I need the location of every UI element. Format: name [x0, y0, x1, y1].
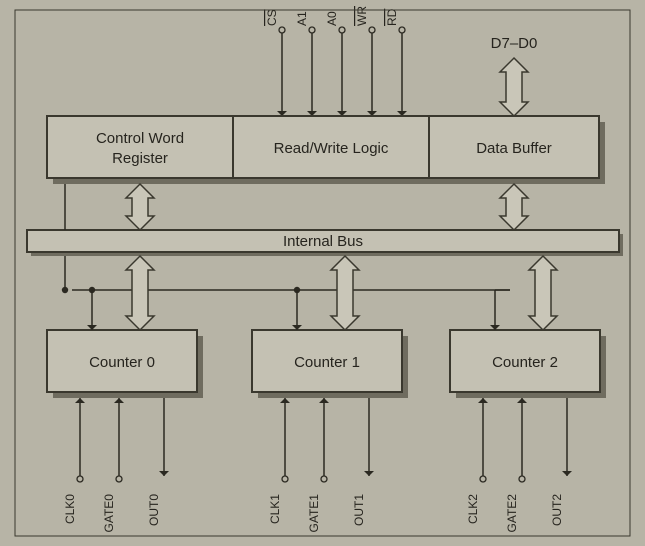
ctrl-bus-arrow	[126, 184, 154, 230]
c2-label: Counter 2	[492, 354, 558, 371]
pin-label-A1: A1	[295, 11, 309, 26]
d7d0-arrow	[500, 58, 528, 116]
c2-pinlab-1: GATE2	[505, 494, 519, 533]
c1-label: Counter 1	[294, 354, 360, 371]
ctrl-label2: Register	[112, 150, 168, 167]
pin-label-A0: A0	[325, 11, 339, 26]
pin-label-CS: CS	[265, 9, 279, 26]
ctrl-label1: Control Word	[96, 130, 184, 147]
c0-bus-arrow	[126, 256, 154, 330]
dbuf-label: Data Buffer	[476, 140, 552, 157]
c2-pinlab-2: OUT2	[550, 494, 564, 526]
c2-pinlab-0: CLK2	[466, 494, 480, 524]
c0-label: Counter 0	[89, 354, 155, 371]
bus-label: Internal Bus	[283, 233, 363, 250]
control-word-register	[47, 116, 233, 178]
c1-pinlab-0: CLK1	[268, 494, 282, 524]
c1-pinlab-1: GATE1	[307, 494, 321, 533]
c0-pinlab-0: CLK0	[63, 494, 77, 524]
d7d0-label: D7–D0	[491, 35, 538, 52]
c1-bus-arrow	[331, 256, 359, 330]
pin-label-RD: RD	[385, 8, 399, 26]
pin-label-WR: WR	[355, 6, 369, 26]
c2-bus-arrow	[529, 256, 557, 330]
c0-pinlab-1: GATE0	[102, 494, 116, 533]
c1-pinlab-2: OUT1	[352, 494, 366, 526]
c0-pinlab-2: OUT0	[147, 494, 161, 526]
rw-label: Read/Write Logic	[274, 140, 389, 157]
dbuf-bus-arrow	[500, 184, 528, 230]
